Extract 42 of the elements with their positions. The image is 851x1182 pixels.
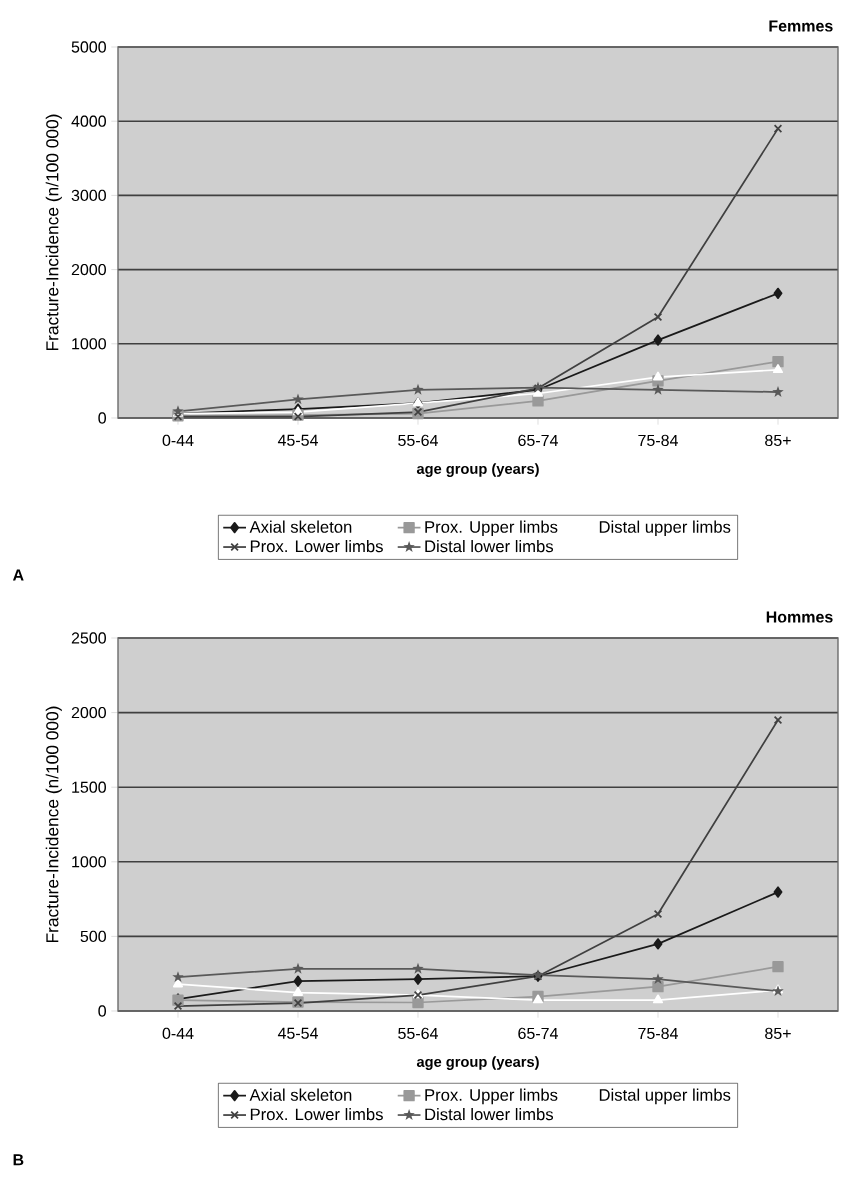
y-tick-label: 2000 <box>71 706 106 719</box>
x-tick-label: 65-74 <box>518 434 558 447</box>
legend-label: Axial skeleton <box>249 1088 352 1101</box>
x-tick-label: 85+ <box>765 1027 791 1040</box>
legend-label: Prox. Upper limbs <box>425 520 558 537</box>
chart-title: Hommes <box>766 611 833 623</box>
x-tick-label: 65-74 <box>518 1027 558 1040</box>
text: B <box>13 1154 24 1166</box>
y-tick-label: 4000 <box>71 115 106 127</box>
text: Distal upper limbs <box>599 1088 731 1105</box>
chart-title: Femmes <box>769 20 833 32</box>
y-tick-label: 0 <box>98 1005 106 1017</box>
y-tick-label: 1000 <box>72 338 106 350</box>
x-tick-label: 85+ <box>765 434 791 447</box>
x-tick-label: 55-64 <box>398 1027 438 1040</box>
y-axis-title: Fracture-Incidence (n/100 000) <box>45 706 62 943</box>
y-tick-label: 0 <box>98 412 106 424</box>
legend-label: Prox. Lower limbs <box>250 540 383 553</box>
legend-label: Axial skeleton <box>249 520 352 533</box>
y-tick-label: 1500 <box>72 781 106 793</box>
x-tick-label: 45-54 <box>277 434 318 446</box>
y-tick-label: 5000 <box>71 41 106 53</box>
x-tick-label: 45-54 <box>277 1027 318 1039</box>
y-tick-label: 1000 <box>72 856 106 868</box>
text: A <box>12 569 24 581</box>
x-tick-label: 75-84 <box>638 434 678 447</box>
y-tick-label: 2000 <box>71 263 106 276</box>
legend-label: Prox. Lower limbs <box>250 1108 383 1121</box>
legend-label: Distal lower limbs <box>425 540 554 553</box>
y-tick-label: 500 <box>80 930 106 943</box>
text: Distal upper limbs <box>599 520 731 537</box>
x-tick-label: 0-44 <box>162 434 194 447</box>
x-tick-label: 55-64 <box>398 434 438 447</box>
y-axis-title: Fracture-Incidence (n/100 000) <box>45 114 62 351</box>
y-tick-label: 3000 <box>71 189 106 202</box>
y-tick-label: 2500 <box>71 632 106 644</box>
x-axis-title: age group (years) <box>416 1056 539 1070</box>
legend-label: Prox. Upper limbs <box>425 1088 558 1105</box>
x-axis-title: age group (years) <box>416 463 539 477</box>
legend-label: Distal lower limbs <box>425 1108 554 1121</box>
x-tick-label: 75-84 <box>638 1027 678 1040</box>
x-tick-label: 0-44 <box>162 1027 194 1040</box>
